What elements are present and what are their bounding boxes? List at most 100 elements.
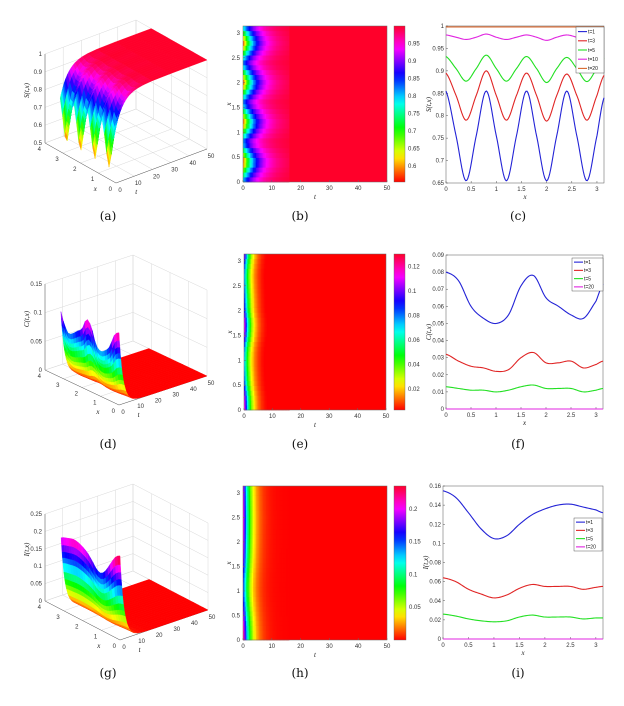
heatmap-cell [288, 400, 290, 406]
heatmap-cell [250, 167, 252, 173]
heatmap-cell [255, 346, 258, 352]
heatmap-cell [279, 60, 281, 66]
heatmap-cell [281, 128, 284, 134]
heatmap-cell [284, 133, 287, 139]
heatmap-cell [277, 94, 280, 100]
heatmap-cell [283, 69, 286, 76]
grid-line [44, 483, 134, 515]
heatmap-cell [261, 327, 263, 333]
heatmap-cell [266, 30, 268, 37]
heatmap-cell [280, 133, 283, 139]
heatmap-cell [283, 152, 286, 158]
heatmap-cell [287, 172, 290, 178]
heatmap-cell [245, 89, 248, 95]
heatmap-cell [243, 128, 245, 134]
heatmap-cell [264, 152, 267, 158]
heatmap-cell [284, 55, 287, 61]
heatmap-cell [267, 157, 270, 163]
heatmap-cell [258, 147, 261, 154]
heatmap-cell [279, 65, 281, 71]
heatmap-cell [255, 152, 258, 158]
heatmap-cell [256, 351, 259, 357]
heatmap-cell [273, 60, 275, 66]
caption-g: (g) [99, 666, 116, 680]
x-tick-label: 4 [38, 147, 42, 153]
heatmap-cell [251, 108, 254, 115]
heatmap-cell [259, 341, 262, 347]
legend-label: t=5 [584, 276, 591, 282]
heatmap-cell [251, 50, 254, 56]
heatmap-cell [277, 30, 280, 37]
heatmap-cell [254, 147, 257, 154]
heatmap-cell [262, 317, 265, 323]
heatmap-cell [251, 293, 253, 299]
heatmap-cell [286, 55, 288, 61]
heatmap-cell [281, 113, 284, 119]
heatmap-cell [245, 375, 248, 382]
heatmap-cell [274, 84, 277, 90]
heatmap-cell [260, 177, 263, 183]
heatmap-cell [247, 177, 250, 183]
heatmap-cell [287, 89, 290, 95]
heatmap-cell [251, 278, 253, 284]
heatmap-cell [263, 157, 265, 163]
heatmap-cell [258, 297, 260, 304]
y-tick-label: 0.06 [432, 304, 444, 310]
heatmap-cell [279, 104, 281, 110]
heatmap-cell [257, 147, 260, 154]
heatmap-cell [284, 69, 287, 76]
heatmap-cell [259, 371, 262, 377]
heatmap-cell [261, 60, 264, 66]
y-tick-label: 1.5 [232, 105, 241, 111]
heatmap-cell [255, 79, 258, 85]
heatmap-cell [255, 400, 258, 406]
heatmap-cell [257, 84, 260, 90]
heatmap-cell [253, 60, 255, 66]
heatmap-cell [277, 74, 280, 80]
heatmap-cell [248, 50, 251, 56]
heatmap-cell [263, 104, 265, 110]
heatmap-cell [248, 380, 250, 386]
heatmap-cell [266, 79, 268, 85]
heatmap-cell [243, 45, 245, 51]
heatmap-cell [284, 35, 287, 41]
heatmap-cell [247, 65, 250, 71]
heatmap-cell [279, 118, 281, 124]
heatmap-cell [279, 128, 281, 134]
heatmap-cell [253, 172, 255, 178]
heatmap-cell [243, 40, 245, 46]
heatmap-cell [256, 341, 259, 347]
heatmap-cell [258, 89, 261, 95]
caption-c: (c) [510, 209, 526, 223]
heatmap-cell [263, 177, 265, 183]
heatmap-cell [243, 147, 245, 154]
heatmap-cell [262, 288, 265, 294]
heatmap-cell [262, 302, 265, 308]
legend-label: t=1 [588, 29, 595, 35]
heatmap-cell [287, 65, 290, 71]
heatmap-cell [279, 152, 281, 158]
heatmap-cell [280, 177, 283, 183]
heatmap-cell [252, 258, 255, 265]
heatmap-cell [276, 167, 278, 173]
legend-label: t=3 [588, 39, 595, 45]
heatmap-cell [260, 123, 263, 129]
heatmap-cell [288, 390, 290, 396]
heatmap-cell [252, 380, 255, 386]
heatmap-cell [256, 293, 259, 299]
heatmap-cell [245, 162, 248, 168]
heatmap-cell [277, 157, 280, 163]
heatmap-cell [245, 65, 248, 71]
heatmap-cell [255, 327, 258, 333]
heatmap-cell [258, 336, 260, 343]
t-tick-label: 30 [173, 627, 180, 633]
heatmap-cell [261, 346, 263, 352]
heatmap-cell [253, 162, 255, 168]
x-tick-label: 3 [55, 157, 59, 163]
heatmap-cell [287, 113, 290, 119]
heatmap-cell [248, 128, 251, 134]
heatmap-cell [257, 89, 260, 95]
heatmap-cell [288, 273, 290, 279]
heatmap-cell [288, 336, 290, 343]
